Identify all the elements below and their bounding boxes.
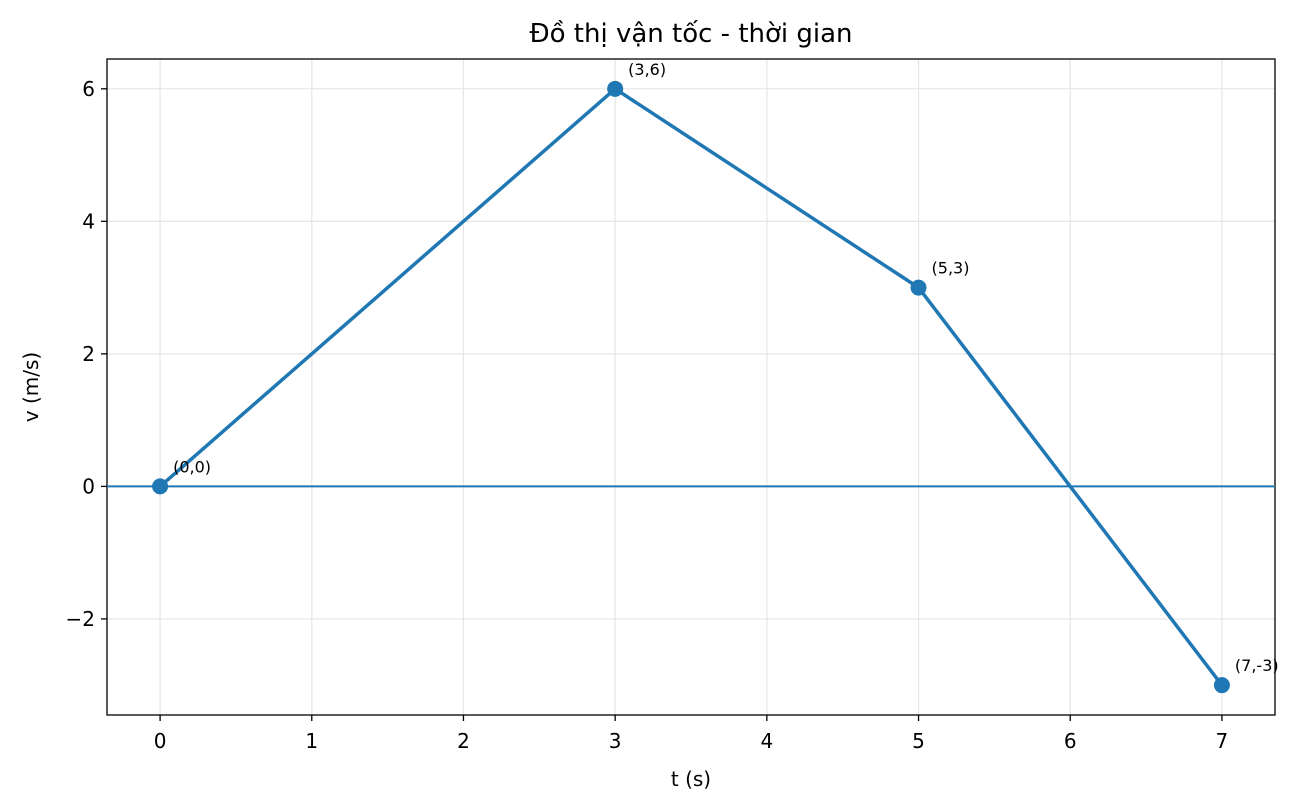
- x-tick-label: 4: [760, 729, 773, 753]
- y-tick-label: 2: [82, 342, 95, 366]
- data-point: [152, 478, 169, 495]
- y-axis-label: v (m/s): [19, 352, 43, 422]
- x-tick-label: 3: [609, 729, 622, 753]
- data-label: (7,-3): [1235, 656, 1279, 675]
- plot-frame: [106, 58, 1276, 716]
- data-point: [607, 80, 624, 97]
- x-tick-label: 5: [912, 729, 925, 753]
- y-tick-label: 4: [82, 209, 95, 233]
- y-tick-label: −2: [66, 607, 95, 631]
- data-label: (5,3): [932, 259, 970, 278]
- y-tick-label: 0: [82, 474, 95, 498]
- y-tick-label: 6: [82, 77, 95, 101]
- data-line: [158, 87, 1224, 687]
- x-tick-label: 7: [1216, 729, 1229, 753]
- x-tick-label: 6: [1064, 729, 1077, 753]
- chart-title: Đồ thị vận tốc - thời gian: [529, 19, 852, 49]
- x-tick-label: 2: [457, 729, 470, 753]
- x-tick-label: 0: [154, 729, 167, 753]
- data-point: [1213, 677, 1230, 694]
- data-label: (0,0): [173, 457, 211, 476]
- data-point: [910, 279, 927, 296]
- x-tick-label: 1: [305, 729, 318, 753]
- x-axis-label: t (s): [671, 767, 711, 791]
- data-label: (3,6): [628, 60, 666, 79]
